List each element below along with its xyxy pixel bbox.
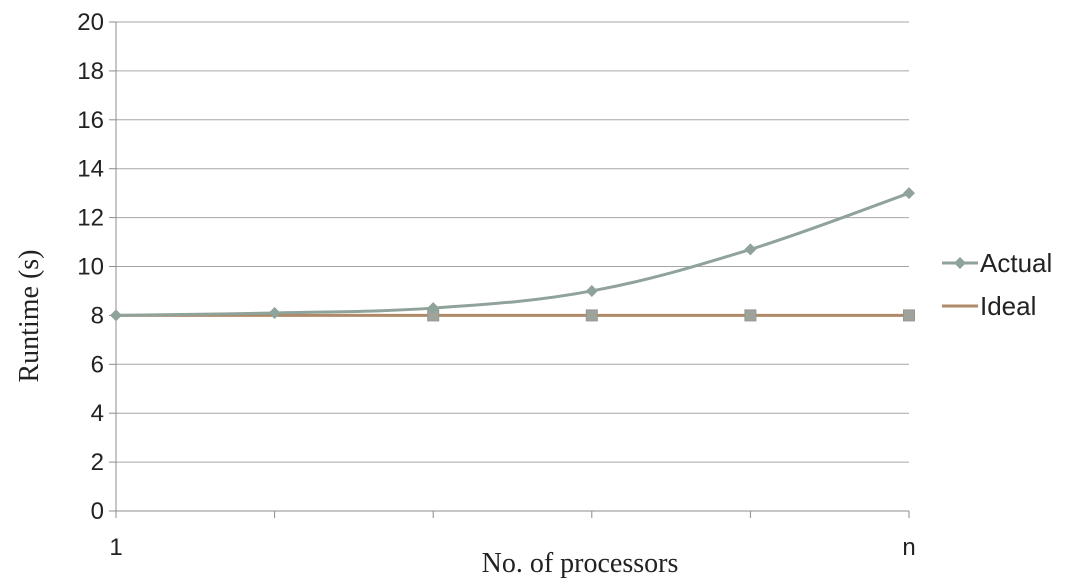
series-actual xyxy=(115,191,910,317)
legend-item-ideal: Ideal xyxy=(942,291,1036,321)
y-tick-labels: 0 2 4 6 8 10 12 14 16 18 20 xyxy=(77,9,104,525)
x-tick-label-1: 1 xyxy=(109,534,122,561)
y-axis-title: Runtime (s) xyxy=(14,250,45,383)
y-tick-label-4: 4 xyxy=(91,400,104,427)
series-layer xyxy=(110,187,915,322)
y-tick-label-6: 6 xyxy=(91,351,104,378)
point-actual-1 xyxy=(110,309,122,322)
y-tick-label-0: 0 xyxy=(91,498,104,525)
y-tick-label-16: 16 xyxy=(77,107,104,134)
axes xyxy=(109,21,910,518)
y-tick-label-18: 18 xyxy=(77,58,104,85)
point-actual-4 xyxy=(585,284,598,297)
point-ideal-6 xyxy=(903,309,915,322)
legend-marker-actual xyxy=(954,257,966,269)
legend-label-ideal: Ideal xyxy=(980,291,1036,321)
series-markers-actual xyxy=(110,187,915,322)
point-ideal-4 xyxy=(585,309,598,322)
point-actual-6 xyxy=(903,187,915,200)
legend-label-actual: Actual xyxy=(980,248,1052,278)
y-tick-label-10: 10 xyxy=(77,254,104,281)
x-axis-title: No. of processors xyxy=(482,548,679,579)
point-actual-5 xyxy=(744,243,757,256)
legend: Actual Ideal xyxy=(942,248,1052,321)
point-ideal-5 xyxy=(744,309,757,322)
gridlines xyxy=(116,21,909,463)
y-tick-label-12: 12 xyxy=(77,205,104,232)
y-tick-label-2: 2 xyxy=(91,449,104,476)
point-actual-3 xyxy=(427,302,440,315)
point-actual-2 xyxy=(268,306,281,319)
y-tick-label-8: 8 xyxy=(91,302,104,329)
series-line-actual xyxy=(115,191,910,317)
legend-item-actual: Actual xyxy=(942,248,1052,278)
x-tick-label-6: n xyxy=(902,534,915,561)
series-markers-ideal xyxy=(427,309,915,322)
y-tick-label-20: 20 xyxy=(77,9,104,36)
y-tick-label-14: 14 xyxy=(77,156,104,183)
